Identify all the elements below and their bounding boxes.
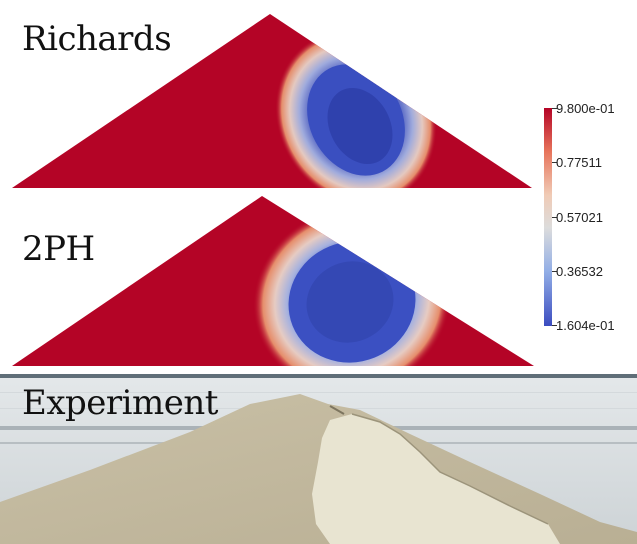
richards-label: Richards bbox=[22, 19, 172, 59]
colorbar-tick-min: 1.604e-01 bbox=[556, 318, 615, 333]
richards-simulation-panel bbox=[12, 14, 532, 188]
colorbar-tick-max: 9.800e-01 bbox=[556, 101, 615, 116]
colorbar-tick-4: 0.36532 bbox=[556, 264, 603, 279]
experiment-photo bbox=[0, 374, 637, 544]
colorbar bbox=[544, 108, 552, 326]
dry-zone bbox=[312, 414, 560, 544]
colorbar-tick-2: 0.77511 bbox=[556, 155, 603, 170]
colorbar-tick-3: 0.57021 bbox=[556, 210, 603, 225]
two-phase-label: 2PH bbox=[22, 229, 95, 269]
experiment-label: Experiment bbox=[22, 383, 218, 423]
two-phase-simulation-panel bbox=[12, 196, 534, 366]
